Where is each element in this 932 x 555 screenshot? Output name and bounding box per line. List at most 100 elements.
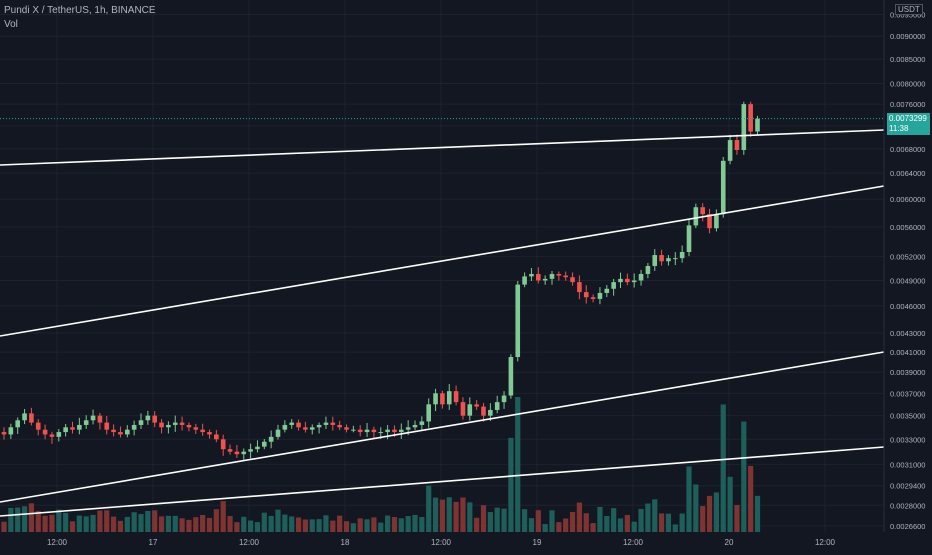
volume-bar xyxy=(535,510,541,532)
candle-body xyxy=(316,424,322,428)
trendline[interactable] xyxy=(0,129,885,166)
volume-bar xyxy=(83,516,89,532)
volume-bar xyxy=(487,512,493,532)
time-tick-label: 18 xyxy=(341,538,350,547)
volume-bar xyxy=(323,515,329,532)
volume-bar xyxy=(576,502,582,532)
time-tick-label: 12:00 xyxy=(623,538,644,547)
trendline[interactable] xyxy=(0,446,885,517)
volume-bar xyxy=(686,466,692,532)
candle-body xyxy=(42,429,48,435)
volume-bar xyxy=(261,512,267,532)
volume-bar xyxy=(652,499,658,532)
candle-body xyxy=(419,421,425,425)
symbol-title[interactable]: Pundi X / TetherUS, 1h, BINANCE xyxy=(4,5,156,16)
price-tick-label: 0.0090000 xyxy=(890,32,925,41)
volume-bar xyxy=(227,516,233,532)
volume-bar xyxy=(220,501,226,532)
candle-body xyxy=(453,391,459,403)
volume-bar xyxy=(385,515,391,532)
candle-body xyxy=(385,429,390,433)
volume-bar xyxy=(528,518,535,532)
volume-bar xyxy=(104,510,110,532)
volume-bar xyxy=(419,517,425,532)
time-axis[interactable]: 12:00 17 12:00 18 12:00 19 12:00 20 12:00 xyxy=(47,538,836,547)
current-price-label: 0.0073299 xyxy=(889,114,927,123)
volume-bar xyxy=(590,523,596,532)
volume-bar xyxy=(672,524,678,532)
candle-body xyxy=(309,427,315,430)
candle-body xyxy=(405,427,411,430)
volume-bar xyxy=(617,518,624,532)
volume-bar xyxy=(28,503,34,532)
volume-bar xyxy=(302,519,308,532)
volume-bar xyxy=(693,484,699,532)
candle-body xyxy=(673,258,678,260)
volume-bar xyxy=(275,509,281,532)
candle-body xyxy=(481,406,486,416)
volume-bar xyxy=(289,516,295,532)
candle-body xyxy=(734,140,740,151)
volume-bar xyxy=(172,515,178,532)
volume-bar xyxy=(90,514,96,532)
trendline[interactable] xyxy=(0,351,885,503)
volume-bar xyxy=(158,516,165,532)
candle-body xyxy=(460,402,466,416)
volume-bar xyxy=(679,513,685,532)
volume-bar xyxy=(569,511,576,532)
trendline[interactable] xyxy=(0,185,885,337)
candle-body xyxy=(693,207,699,226)
volume-bar xyxy=(624,514,630,532)
volume-bar xyxy=(371,517,377,532)
candle-body xyxy=(214,434,219,440)
candle-body xyxy=(467,404,473,416)
volume-bar xyxy=(480,505,487,532)
candle-body xyxy=(172,422,178,425)
volume-bar xyxy=(432,497,439,532)
volume-bar xyxy=(467,502,473,532)
volume-bar xyxy=(200,515,206,532)
volume-bar xyxy=(268,515,274,532)
candle-body xyxy=(351,429,356,431)
volume-bar xyxy=(515,397,521,532)
volume-indicator-label[interactable]: Vol xyxy=(4,19,18,30)
price-tick-label: 0.0043000 xyxy=(890,329,925,338)
candle-body xyxy=(220,439,226,450)
candle-body xyxy=(344,427,349,430)
candle-body xyxy=(63,427,68,433)
volume-bar xyxy=(604,516,610,532)
trendlines[interactable] xyxy=(0,129,885,517)
volume-bar xyxy=(439,499,445,532)
candle-body xyxy=(248,449,253,452)
volume-bar xyxy=(76,515,82,532)
volume-bar xyxy=(49,514,55,532)
candle-body xyxy=(556,273,562,276)
volume-bar xyxy=(248,520,254,532)
price-tick-label: 0.0076000 xyxy=(890,100,925,109)
volume-bar xyxy=(138,514,144,532)
candle-body xyxy=(440,393,445,405)
candle-body xyxy=(501,395,507,403)
volume-bar xyxy=(453,501,459,532)
price-tick-label: 0.0033000 xyxy=(890,435,925,444)
price-tick-label: 0.0052000 xyxy=(890,253,925,262)
volume-bar xyxy=(309,519,315,532)
candle-body xyxy=(707,214,712,229)
volume-bar xyxy=(282,514,288,532)
price-tick-label: 0.0026600 xyxy=(890,522,925,531)
price-tick-label: 0.0041000 xyxy=(890,348,925,357)
candle-body xyxy=(522,276,527,285)
candle-body xyxy=(577,282,582,293)
candle-body xyxy=(508,357,514,396)
price-tick-label: 0.0068000 xyxy=(890,145,925,154)
candle-body xyxy=(49,434,55,437)
volume-bar xyxy=(364,519,370,532)
volume-bar xyxy=(549,510,555,532)
candle-body xyxy=(77,424,82,430)
currency-badge[interactable]: USDT xyxy=(895,4,923,15)
candle-body xyxy=(686,225,692,252)
volume-bar xyxy=(508,437,514,532)
volume-bar xyxy=(241,516,247,532)
